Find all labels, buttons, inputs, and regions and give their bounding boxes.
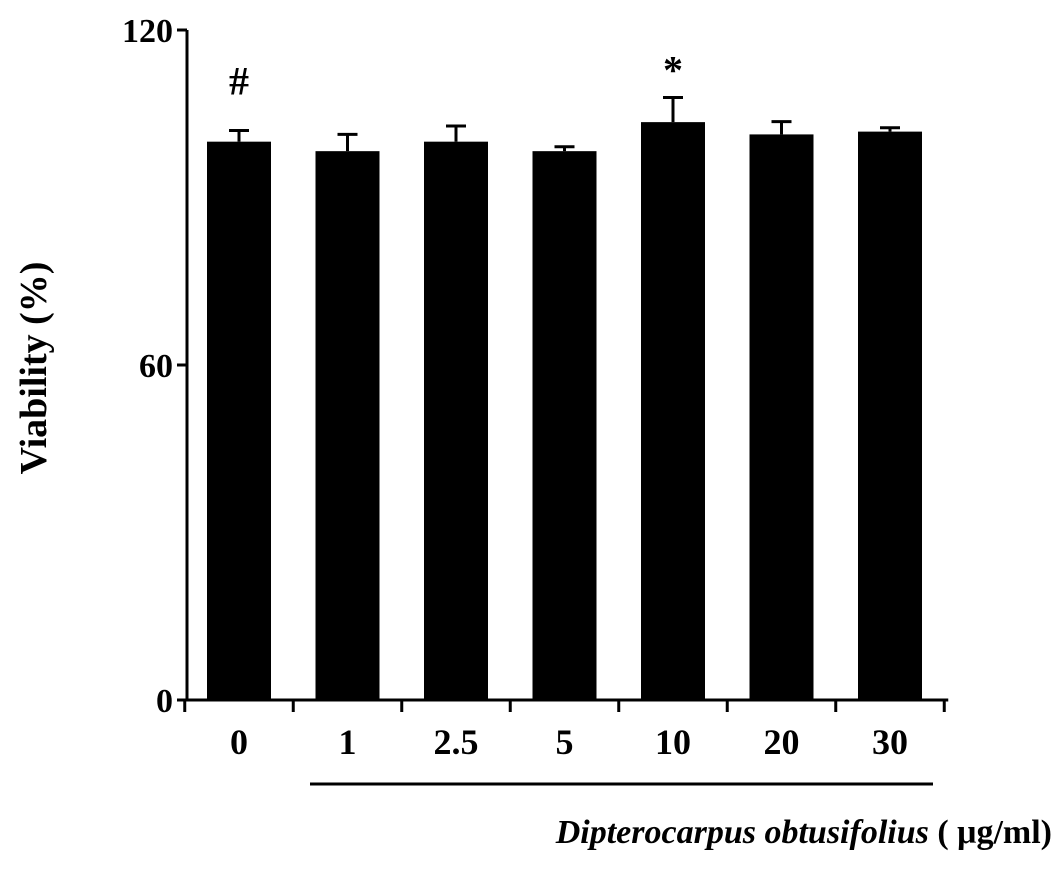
significance-annotation: #	[229, 59, 249, 104]
bar	[316, 151, 380, 700]
y-tick-label: 60	[139, 348, 173, 385]
x-tick-label: 1	[339, 722, 357, 762]
significance-annotation: *	[663, 48, 683, 93]
y-axis: 0 60 120	[122, 13, 187, 720]
x-axis-label: Dipterocarpus obtusifolius ( μg/ml)	[555, 814, 1052, 851]
bar	[533, 151, 597, 700]
bars: #*	[207, 48, 922, 700]
bar	[641, 122, 705, 700]
bar	[750, 134, 814, 700]
x-tick-label: 2.5	[434, 722, 479, 762]
y-tick-label: 0	[156, 683, 173, 720]
x-tick-label: 0	[230, 722, 248, 762]
x-axis: 0 1 2.5 5 10 20 30	[185, 700, 949, 762]
x-tick-label: 10	[655, 722, 691, 762]
bar	[207, 142, 271, 700]
x-tick-label: 20	[764, 722, 800, 762]
x-tick-label: 5	[556, 722, 574, 762]
bar	[424, 142, 488, 700]
bar	[858, 132, 922, 700]
y-axis-label: Viability (%)	[13, 262, 55, 475]
x-axis-label-species: Dipterocarpus obtusifolius	[555, 814, 929, 851]
y-tick-label: 120	[122, 13, 173, 50]
x-tick-label: 30	[872, 722, 908, 762]
x-axis-label-units: ( μg/ml)	[929, 814, 1052, 851]
